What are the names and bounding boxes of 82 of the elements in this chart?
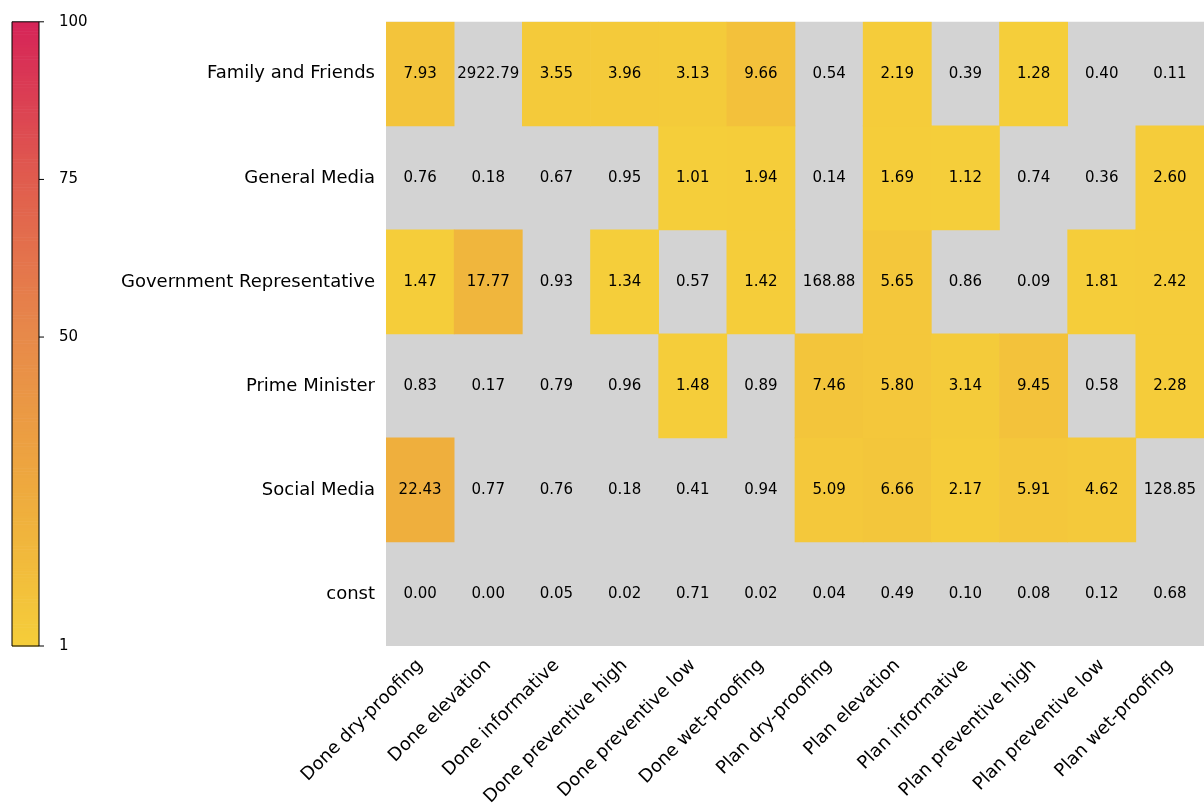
text: 0.67 <box>539 167 574 186</box>
y-tick-label: const <box>326 581 375 603</box>
text: 0.08 <box>1016 583 1051 602</box>
text: 0.04 <box>812 583 846 602</box>
text: 0.00 <box>403 583 437 602</box>
text: 0.49 <box>880 583 914 602</box>
color-bar-label: 50 <box>59 326 79 345</box>
data-label: 1.01 <box>676 167 710 186</box>
text: 0.00 <box>471 583 505 602</box>
text: 0.17 <box>471 375 505 394</box>
data-label: 3.14 <box>948 375 983 394</box>
text: 0.77 <box>471 479 505 498</box>
text: 0.74 <box>1016 167 1051 186</box>
y-tick-label: General Media <box>244 165 375 187</box>
data-label: 3.55 <box>539 63 574 82</box>
data-label: 3.13 <box>676 63 710 82</box>
text: 0.57 <box>676 271 710 290</box>
text: 128.85 <box>1143 479 1197 498</box>
text: 0.10 <box>948 583 983 602</box>
text: 0.41 <box>676 479 710 498</box>
data-label: 1.12 <box>948 167 983 186</box>
data-label: 2.19 <box>880 63 914 82</box>
text: 0.54 <box>812 63 846 82</box>
data-label: 5.65 <box>880 271 914 290</box>
y-tick-label: Government Representative <box>121 269 375 291</box>
data-label: 2.42 <box>1153 271 1187 290</box>
text: 0.02 <box>744 583 778 602</box>
color-bar-label: 100 <box>59 11 88 30</box>
text: 0.71 <box>676 583 710 602</box>
data-label: 2.17 <box>948 479 983 498</box>
data-label: 3.96 <box>607 63 642 82</box>
text: 0.83 <box>403 375 437 394</box>
text: 0.89 <box>744 375 778 394</box>
data-label: 7.46 <box>812 375 846 394</box>
text: 0.02 <box>607 583 642 602</box>
data-label: 1.34 <box>607 271 642 290</box>
data-label: 1.42 <box>744 271 778 290</box>
text: 0.39 <box>948 63 983 82</box>
text: 0.09 <box>1016 271 1051 290</box>
text: 0.18 <box>471 167 505 186</box>
text: 0.76 <box>403 167 437 186</box>
text: 0.40 <box>1085 63 1119 82</box>
data-label: 6.66 <box>880 479 914 498</box>
text: 0.86 <box>948 271 983 290</box>
text: 0.12 <box>1085 583 1119 602</box>
text: 0.68 <box>1153 583 1187 602</box>
y-tick-label: Prime Minister <box>245 373 376 395</box>
text: 0.18 <box>607 479 642 498</box>
text: 0.76 <box>539 479 574 498</box>
y-tick-label: Social Media <box>261 477 375 499</box>
color-bar-label: 75 <box>59 169 79 188</box>
data-label: 17.77 <box>466 271 510 290</box>
text: 0.96 <box>607 375 642 394</box>
data-label: 1.81 <box>1085 271 1119 290</box>
data-label: 2.28 <box>1153 375 1187 394</box>
text: 0.94 <box>744 479 778 498</box>
data-label: 9.66 <box>744 63 778 82</box>
text: 2922.79 <box>457 63 520 82</box>
text: 0.05 <box>539 583 574 602</box>
text: 0.95 <box>607 167 642 186</box>
color-bar-label: 1 <box>59 635 69 654</box>
text: 0.11 <box>1153 63 1187 82</box>
y-tick-label: Family and Friends <box>207 61 375 83</box>
data-label: 2.60 <box>1153 167 1187 186</box>
text: 168.88 <box>802 271 856 290</box>
data-label: 5.80 <box>880 375 914 394</box>
text: 0.36 <box>1085 167 1119 186</box>
data-label: 22.43 <box>398 479 442 498</box>
data-label: 1.47 <box>403 271 437 290</box>
data-label: 9.45 <box>1016 375 1051 394</box>
data-label: 1.48 <box>676 375 710 394</box>
data-label: 1.28 <box>1016 63 1051 82</box>
data-label: 4.62 <box>1085 479 1119 498</box>
data-label: 7.93 <box>403 63 437 82</box>
text: 0.14 <box>812 167 846 186</box>
data-label: 1.94 <box>744 167 778 186</box>
text: 0.58 <box>1085 375 1119 394</box>
data-label: 5.91 <box>1016 479 1051 498</box>
text: 0.79 <box>539 375 574 394</box>
data-label: 1.69 <box>880 167 914 186</box>
data-label: 5.09 <box>812 479 846 498</box>
text: 0.93 <box>539 271 574 290</box>
